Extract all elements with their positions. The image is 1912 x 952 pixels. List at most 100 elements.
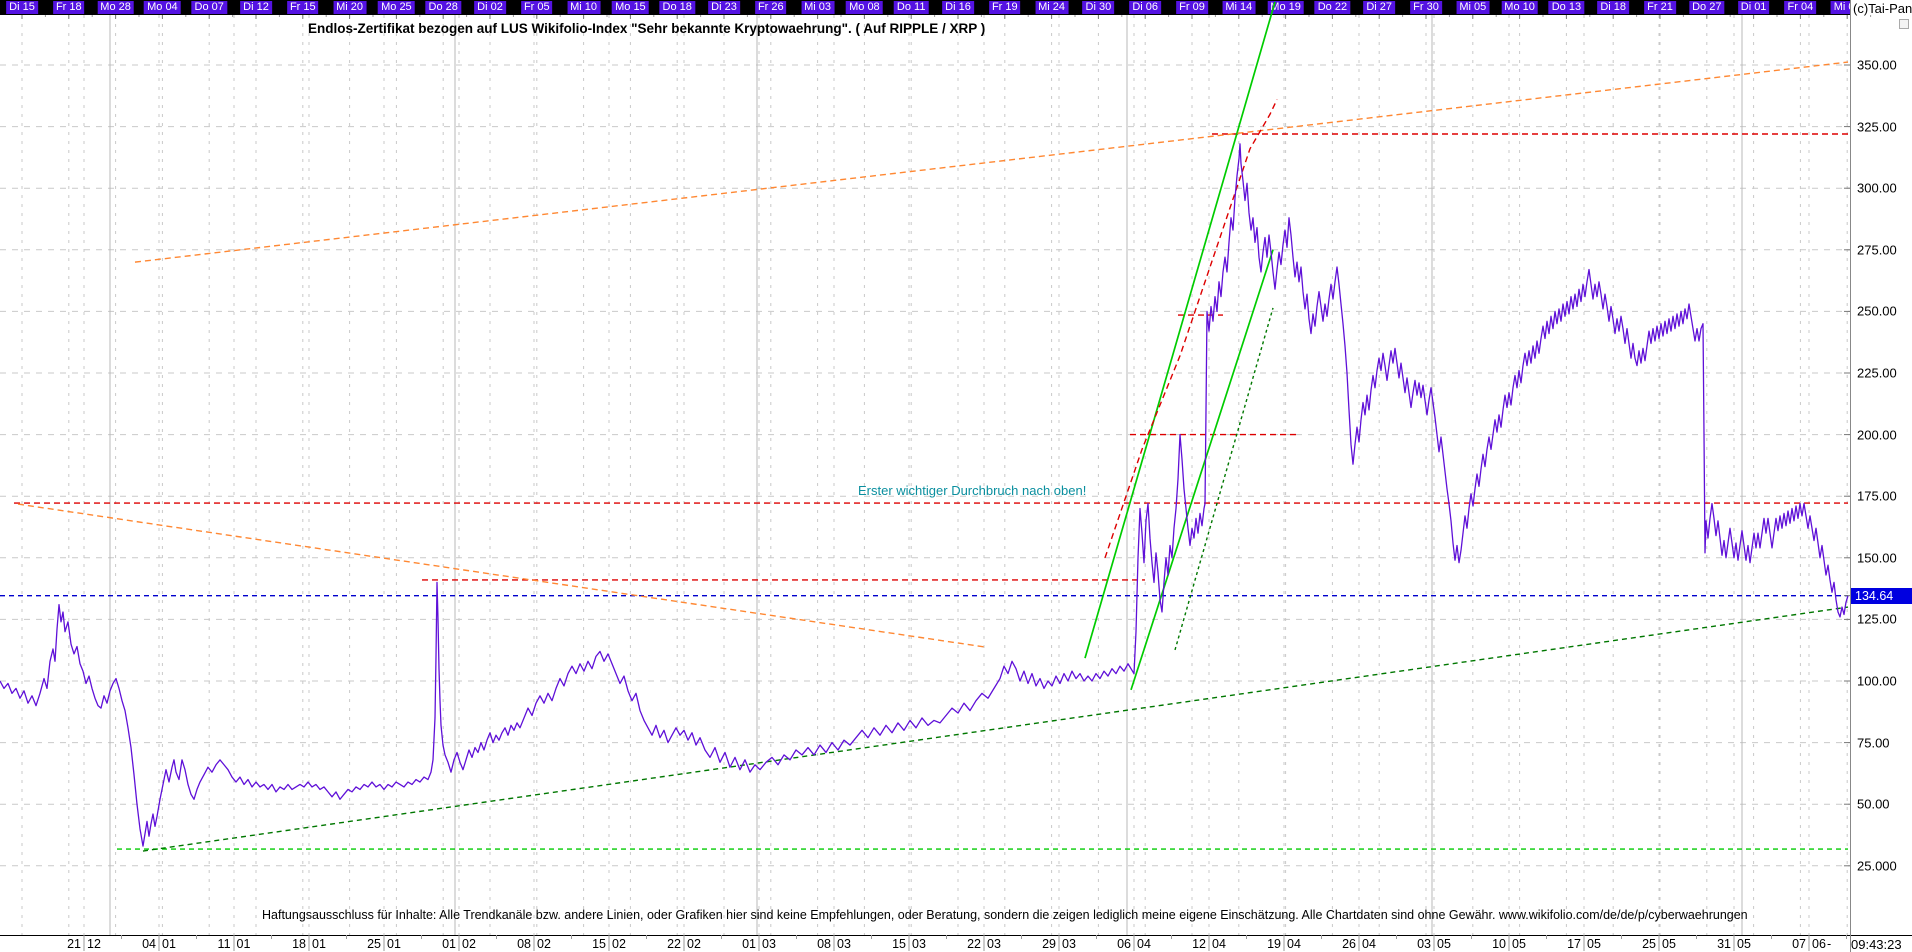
bottom-date-label: 25 05 xyxy=(1642,937,1676,951)
bottom-date-label: 21 12 xyxy=(67,937,101,951)
minimize-box-icon[interactable] xyxy=(1899,19,1909,29)
bottom-date-day: 03 xyxy=(1417,937,1431,951)
chart-title: Endlos-Zertifikat bezogen auf LUS Wikifo… xyxy=(308,21,986,36)
bottom-date-day: 19 xyxy=(1267,937,1281,951)
y-axis-label: 250.00 xyxy=(1857,303,1897,319)
top-date-chip: Do 07 xyxy=(191,1,227,14)
top-date-chip: Mo 25 xyxy=(378,1,415,14)
red-acceleration-curve xyxy=(1104,99,1278,559)
bottom-date-month: 04 xyxy=(1212,937,1226,951)
y-axis-label: 100.00 xyxy=(1857,673,1897,689)
top-date-chip: Di 12 xyxy=(240,1,272,14)
top-date-chip: Fr 04 xyxy=(1784,1,1817,14)
bottom-date-label: 15 03 xyxy=(892,937,926,951)
rising-support xyxy=(142,606,1849,852)
bottom-date-month: 03 xyxy=(912,937,926,951)
top-date-chip: Fr 05 xyxy=(520,1,553,14)
bottom-date-label: 06 04 xyxy=(1117,937,1151,951)
bottom-date-month: 05 xyxy=(1512,937,1526,951)
top-date-chip: Mi 24 xyxy=(1035,1,1069,14)
top-date-chip: Mi 05 xyxy=(1456,1,1490,14)
bottom-date-label: 01 02 xyxy=(442,937,476,951)
y-axis-label: 75.00 xyxy=(1857,735,1890,751)
bottom-date-day: 15 xyxy=(892,937,906,951)
top-date-chip: Mi 09 xyxy=(1830,1,1850,14)
copyright-label: (c)Tai-Pan xyxy=(1853,1,1912,16)
bottom-date-label: 15 02 xyxy=(592,937,626,951)
steep-inner-dashed xyxy=(1174,307,1274,651)
top-date-chip: Fr 09 xyxy=(1176,1,1208,14)
bottom-date-month: 05 xyxy=(1587,937,1601,951)
bottom-date-day: 12 xyxy=(1192,937,1206,951)
bottom-date-label: 07 06 xyxy=(1792,937,1826,951)
top-date-chip: Mo 10 xyxy=(1501,1,1538,14)
top-date-chip: Di 18 xyxy=(1597,1,1630,14)
bottom-date-month: 02 xyxy=(462,937,476,951)
top-date-chip: Di 23 xyxy=(708,1,740,14)
top-date-chip: Di 30 xyxy=(1082,1,1115,14)
top-date-chip: Fr 18 xyxy=(52,1,85,14)
y-axis-label: 25.000 xyxy=(1857,858,1897,874)
bottom-date-day: 06 xyxy=(1117,937,1131,951)
bottom-date-month: 01 xyxy=(162,937,176,951)
y-axis-label: 150.00 xyxy=(1857,550,1897,566)
bottom-date-day: 01 xyxy=(742,937,756,951)
bottom-date-day: 25 xyxy=(1642,937,1656,951)
bottom-date-day: 17 xyxy=(1567,937,1581,951)
bottom-date-day: 22 xyxy=(667,937,681,951)
bottom-date-month: 02 xyxy=(687,937,701,951)
top-date-chip: Fr 26 xyxy=(754,1,787,14)
bottom-date-day: 21 xyxy=(67,937,81,951)
bottom-date-label: 25 01 xyxy=(367,937,401,951)
last-price-badge: 134.64 xyxy=(1851,587,1912,604)
bottom-date-month: 03 xyxy=(987,937,1001,951)
bottom-date-month: 05 xyxy=(1737,937,1751,951)
bottom-date-day: 08 xyxy=(517,937,531,951)
top-date-chip: Mi 14 xyxy=(1222,1,1256,14)
bottom-date-label: 08 02 xyxy=(517,937,551,951)
orange-rising-resistance xyxy=(134,61,1849,263)
y-axis-label: 275.00 xyxy=(1857,242,1897,258)
top-date-chip: Mi 20 xyxy=(333,1,367,14)
y-axis-label: 175.00 xyxy=(1857,488,1897,504)
bottom-date-day: 29 xyxy=(1042,937,1056,951)
bottom-date-label: 26 04 xyxy=(1342,937,1376,951)
bottom-date-month: 01 xyxy=(312,937,326,951)
top-date-chip: Mo 04 xyxy=(144,1,181,14)
y-axis-label: 225.00 xyxy=(1857,365,1897,381)
y-axis-label: 50.00 xyxy=(1857,796,1890,812)
y-axis-label: 200.00 xyxy=(1857,427,1897,443)
top-date-chip: Mi 03 xyxy=(801,1,835,14)
y-axis-label: 350.00 xyxy=(1857,57,1897,73)
bottom-date-day: 08 xyxy=(817,937,831,951)
bottom-date-month: 03 xyxy=(762,937,776,951)
price-line xyxy=(0,143,1849,847)
bottom-date-month: 02 xyxy=(537,937,551,951)
top-date-chip: Di 06 xyxy=(1129,1,1162,14)
top-date-chip: Mo 08 xyxy=(846,1,883,14)
bottom-date-month: 01 xyxy=(236,937,251,951)
bottom-date-day: 10 xyxy=(1492,937,1506,951)
top-date-chip: Di 27 xyxy=(1363,1,1396,14)
bottom-date-month: 02 xyxy=(612,937,626,951)
top-date-chip: Do 13 xyxy=(1548,1,1585,14)
steep-channel-right xyxy=(1130,249,1274,691)
bottom-date-day: 18 xyxy=(292,937,306,951)
top-date-chip: Di 01 xyxy=(1737,1,1770,14)
top-date-chip: Do 28 xyxy=(425,1,461,14)
bottom-date-label: 11 01 xyxy=(218,937,251,951)
y-axis-label: 325.00 xyxy=(1857,119,1897,135)
bottom-date-month: 04 xyxy=(1362,937,1376,951)
bottom-date-label: 19 04 xyxy=(1267,937,1301,951)
disclaimer-text: Haftungsausschluss für Inhalte: Alle Tre… xyxy=(262,908,1748,922)
bottom-date-day: 26 xyxy=(1342,937,1356,951)
top-date-chip: Do 18 xyxy=(659,1,695,14)
bottom-date-label: 04 01 xyxy=(142,937,176,951)
bottom-date-month: 04 xyxy=(1287,937,1301,951)
bottom-date-label: 18 01 xyxy=(292,937,326,951)
top-date-chip: Mo 15 xyxy=(612,1,649,14)
bottom-date-day: 04 xyxy=(142,937,156,951)
bottom-date-month: 05 xyxy=(1437,937,1451,951)
steep-channel-left xyxy=(1084,1,1276,659)
